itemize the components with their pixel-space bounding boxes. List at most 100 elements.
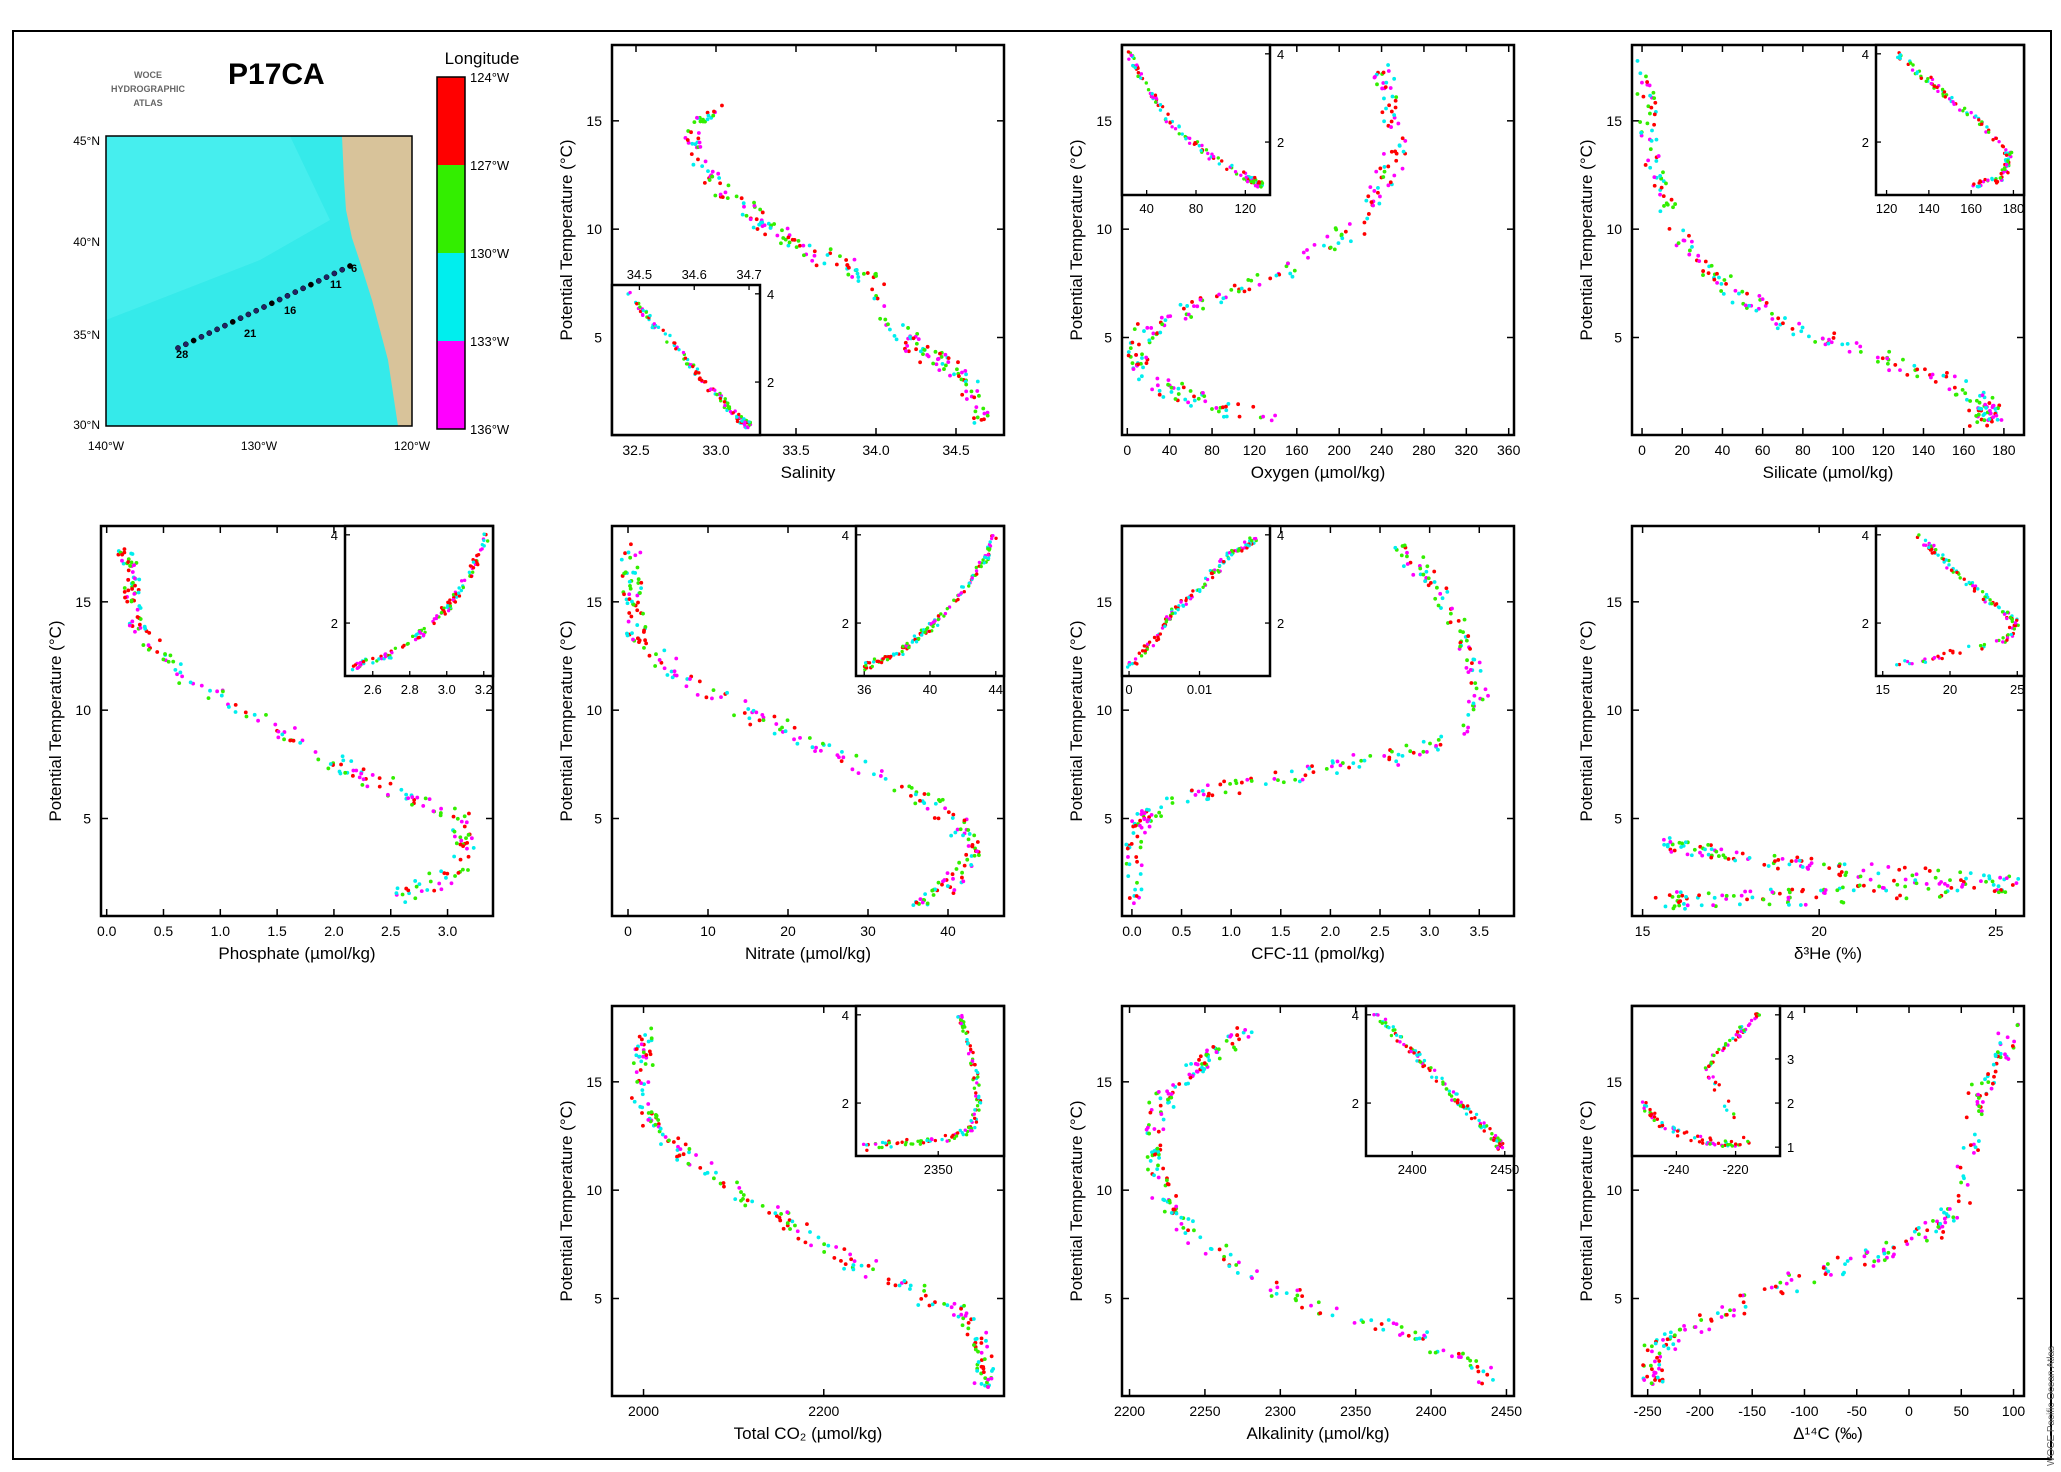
data-point [1706, 891, 1711, 896]
inset-data-point [461, 585, 466, 590]
inset-data-point [454, 595, 459, 599]
data-point [760, 712, 765, 717]
data-point [1380, 86, 1385, 91]
data-point [1362, 220, 1367, 225]
data-point [1931, 1219, 1935, 1223]
data-point [931, 893, 936, 897]
station-dot [261, 304, 267, 310]
data-point [946, 810, 951, 815]
inset-data-point [1684, 1130, 1689, 1134]
data-point [410, 802, 414, 807]
data-point [1134, 894, 1139, 898]
data-point [1155, 376, 1160, 381]
data-point [654, 652, 658, 657]
inset-data-point [1649, 1112, 1654, 1116]
data-point [786, 243, 791, 248]
inset-data-point [914, 640, 919, 644]
data-point [985, 1344, 990, 1349]
inset-data-point [1726, 1043, 1730, 1047]
data-point [1421, 555, 1426, 560]
data-point [695, 692, 700, 697]
x-tick-label: -200 [1686, 1403, 1714, 1419]
data-point [132, 591, 137, 596]
data-point [2004, 876, 2009, 881]
inset-data-point [1653, 1111, 1657, 1115]
data-point [168, 653, 173, 658]
inset-data-point [1477, 1118, 1481, 1123]
data-point [1249, 1030, 1254, 1035]
inset-data-point [1135, 63, 1139, 67]
data-point [639, 1059, 644, 1064]
data-point [683, 1142, 688, 1147]
data-point [126, 560, 131, 564]
data-point [161, 657, 166, 662]
data-point [1145, 1125, 1150, 1130]
data-point [120, 558, 124, 563]
inset-data-point [435, 614, 439, 618]
data-point [1221, 296, 1226, 301]
inset-data-point [907, 645, 911, 650]
data-point [1892, 1245, 1896, 1250]
inset-data-point [648, 313, 652, 318]
inset-data-point [644, 310, 648, 314]
data-point [1169, 1092, 1174, 1096]
data-point [1825, 1262, 1830, 1266]
data-point [701, 117, 705, 122]
data-point [982, 417, 986, 422]
inset-data-point [747, 420, 751, 424]
inset-data-point [1391, 1025, 1395, 1029]
data-point [967, 832, 972, 836]
data-point [1158, 1143, 1163, 1148]
data-point [1200, 1065, 1204, 1070]
data-point [1945, 883, 1950, 888]
data-point [1292, 268, 1297, 273]
inset-data-point [962, 590, 966, 594]
inset-data-point [1156, 635, 1160, 639]
data-point [1334, 227, 1339, 232]
data-point [1663, 904, 1668, 909]
data-point [1977, 400, 1982, 405]
data-point [1882, 1258, 1887, 1263]
inset-data-point [1716, 1141, 1721, 1146]
data-point [1886, 865, 1891, 869]
data-point [1668, 840, 1673, 844]
inset-data-point [1150, 91, 1154, 96]
data-point [1228, 1034, 1233, 1039]
inset-data-point [1187, 595, 1191, 600]
data-point [1791, 332, 1796, 337]
data-point [1193, 793, 1198, 797]
inset-data-point [1733, 1142, 1738, 1146]
data-point [951, 1313, 956, 1317]
data-point [1955, 888, 1960, 893]
data-point [1473, 681, 1478, 685]
inset-data-point [891, 652, 896, 656]
inset-data-point [380, 656, 384, 661]
data-point [1269, 1294, 1274, 1298]
data-point [1146, 818, 1150, 822]
data-point [1425, 564, 1430, 569]
inset-data-point [2015, 618, 2019, 623]
data-point [462, 824, 467, 829]
data-point [1966, 1091, 1971, 1096]
data-point [1790, 887, 1795, 892]
data-point [1661, 1338, 1665, 1342]
data-point [635, 1079, 640, 1084]
data-point [1276, 778, 1280, 783]
data-point [1399, 1325, 1404, 1329]
data-point [1386, 164, 1391, 169]
data-point [276, 735, 281, 740]
data-point [711, 688, 716, 693]
data-point [1827, 337, 1831, 342]
inset-data-point [974, 1094, 978, 1098]
data-point [1642, 1378, 1647, 1382]
data-point [1991, 415, 1996, 420]
inset-data-point [1469, 1110, 1473, 1114]
data-point [1168, 314, 1173, 319]
data-point [914, 900, 919, 905]
data-point [1976, 1139, 1981, 1143]
data-point [1996, 884, 2001, 889]
data-point [892, 788, 897, 793]
inset-data-point [694, 370, 698, 374]
inset-data-point [1130, 661, 1135, 666]
